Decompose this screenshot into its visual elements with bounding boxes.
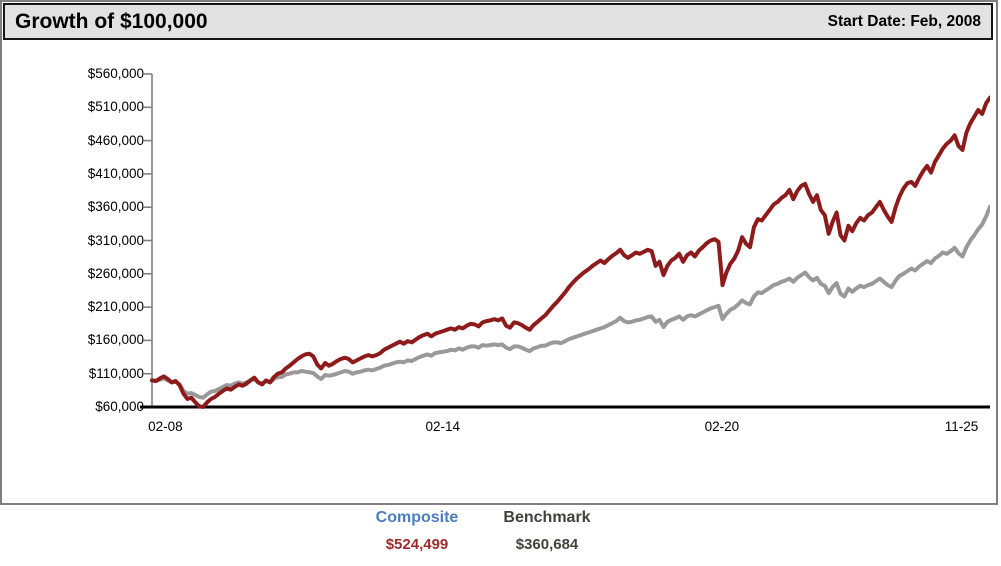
growth-chart-svg xyxy=(140,73,990,409)
y-axis-label: $360,000 xyxy=(87,199,144,215)
chart-legend: Composite $524,499 Benchmark $360,684 xyxy=(352,509,612,553)
legend-series-name: Composite xyxy=(375,509,459,526)
y-axis-label: $160,000 xyxy=(87,332,144,348)
y-axis-label: $210,000 xyxy=(87,299,144,315)
legend-series-value: $360,684 xyxy=(515,536,579,553)
legend-series-value: $524,499 xyxy=(385,536,449,553)
y-axis-label: $110,000 xyxy=(88,365,144,381)
x-axis-label: 02-20 xyxy=(704,419,740,434)
y-axis-label: $260,000 xyxy=(87,265,144,281)
x-axis-label: 11-25 xyxy=(944,419,979,434)
legend-item-benchmark: Benchmark $360,684 xyxy=(482,509,612,553)
x-axis-label: 02-14 xyxy=(425,419,461,434)
y-axis-label: $560,000 xyxy=(87,66,144,81)
y-axis-labels: $60,000 $110,000 $160,000 $210,000 $260,000 $… xyxy=(2,2,144,507)
chart-header: Growth of $100,000 Start Date: Feb, 2008 xyxy=(3,3,993,40)
y-axis-label: $60,000 xyxy=(95,399,144,414)
y-axis-label: $510,000 xyxy=(87,99,144,115)
x-axis-labels: 02-08 02-14 02-20 11-25 xyxy=(148,419,990,439)
start-date-label: Start Date: Feb, 2008 xyxy=(827,12,981,30)
chart-frame: Growth of $100,000 Start Date: Feb, 2008… xyxy=(0,0,998,505)
legend-series-name: Benchmark xyxy=(503,509,591,526)
series-line-benchmark xyxy=(150,204,990,400)
series-line-composite xyxy=(150,95,990,409)
page-title: Growth of $100,000 xyxy=(15,9,208,33)
legend-item-composite: Composite $524,499 xyxy=(352,509,482,553)
y-axis-label: $310,000 xyxy=(87,232,144,248)
x-axis-label: 02-08 xyxy=(148,419,183,434)
y-axis-label: $410,000 xyxy=(87,165,144,181)
y-axis-label: $460,000 xyxy=(87,132,144,148)
